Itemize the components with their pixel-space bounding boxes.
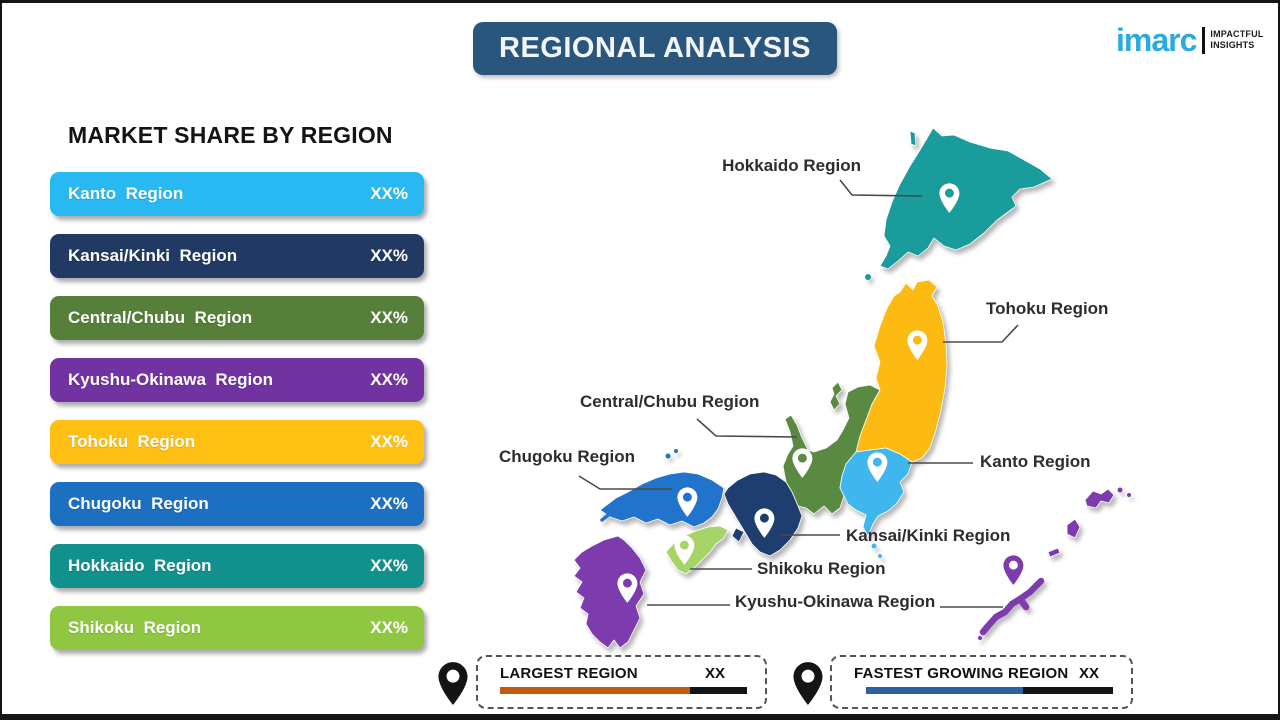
map-islet-hokkaido-1 — [909, 130, 917, 147]
share-value: XX% — [370, 432, 408, 451]
map-islet-amami-3 — [1127, 493, 1131, 497]
map-region-shikoku — [665, 525, 729, 575]
map-islet-sado — [829, 381, 843, 411]
share-value: XX% — [370, 184, 408, 203]
logo-divider — [1202, 26, 1206, 54]
largest-region-bar — [500, 687, 747, 694]
map-region-hokkaido — [879, 127, 1053, 270]
fastest-growing-label: FASTEST GROWING REGION — [854, 665, 1069, 682]
list-item-chugoku: Chugoku Region XX% — [50, 482, 424, 526]
map-islet-hokkaido-2 — [865, 274, 871, 280]
pin-okinawa-icon — [1003, 555, 1024, 585]
fastest-growing-value: XX — [1078, 665, 1099, 682]
map-region-chugoku — [599, 471, 725, 528]
map-label-central-chubu: Central/Chubu Region — [580, 392, 760, 411]
list-item-chubu: Central/Chubu Region XX% — [50, 296, 424, 340]
market-share-list: Kanto Region XX% Kansai/Kinki Region XX%… — [50, 172, 424, 668]
list-item-kanto: Kanto Region XX% — [50, 172, 424, 216]
map-label-kanto: Kanto Region — [980, 452, 1091, 471]
connector-tohoku — [943, 324, 1019, 343]
map-label-tohoku: Tohoku Region — [986, 299, 1109, 318]
japan-map — [573, 127, 1131, 668]
map-label-kansai-kinki: Kansai/Kinki Region — [846, 526, 1011, 545]
connector-chugoku — [578, 475, 672, 490]
share-value: XX% — [370, 494, 408, 513]
map-label-shikoku: Shikoku Region — [757, 559, 886, 578]
logo-tagline: IMPACTFUL INSIGHTS — [1210, 29, 1264, 50]
connector-chubu — [696, 418, 798, 438]
map-islet-oki-2 — [674, 449, 678, 453]
connector-hokkaido — [839, 179, 923, 197]
share-value: XX% — [370, 370, 408, 389]
map-region-okinawa-main — [979, 577, 1045, 636]
map-islet-izu-2 — [878, 554, 882, 558]
map-islet-oki-1 — [665, 453, 671, 459]
share-value: XX% — [370, 618, 408, 637]
list-item-tohoku: Tohoku Region XX% — [50, 420, 424, 464]
list-item-shikoku: Shikoku Region XX% — [50, 606, 424, 650]
map-islet-okinawa-2 — [978, 636, 982, 640]
map-label-kyushu-okinawa: Kyushu-Okinawa Region — [735, 592, 936, 611]
fastest-growing-bar — [866, 687, 1113, 694]
list-item-kansai: Kansai/Kinki Region XX% — [50, 234, 424, 278]
map-label-hokkaido: Hokkaido Region — [722, 156, 861, 175]
imarc-logo: imarc IMPACTFUL INSIGHTS — [1116, 24, 1264, 56]
logo-wordmark: imarc — [1116, 22, 1197, 58]
share-value: XX% — [370, 556, 408, 575]
list-item-hokkaido: Hokkaido Region XX% — [50, 544, 424, 588]
largest-region-pin-icon — [438, 662, 468, 705]
map-region-kanto — [839, 447, 913, 537]
map-islet-tokunoshima — [1066, 518, 1081, 539]
market-share-heading: MARKET SHARE BY REGION — [68, 122, 393, 148]
map-islet-amami-2 — [1117, 487, 1123, 493]
page-title: REGIONAL ANALYSIS — [499, 32, 811, 64]
map-islet-awaji — [731, 527, 745, 543]
map-region-tohoku — [855, 279, 948, 463]
page-title-banner: REGIONAL ANALYSIS — [473, 22, 837, 75]
list-item-kyushu: Kyushu-Okinawa Region XX% — [50, 358, 424, 402]
share-value: XX% — [370, 246, 408, 265]
share-value: XX% — [370, 308, 408, 327]
map-islet-izu-1 — [871, 543, 877, 549]
map-islet-tsushima — [600, 510, 614, 522]
map-region-kyushu — [573, 535, 647, 649]
largest-region-label: LARGEST REGION — [500, 665, 638, 682]
map-label-chugoku: Chugoku Region — [499, 447, 635, 466]
largest-region-value: XX — [704, 665, 725, 682]
fastest-growing-pin-icon — [793, 662, 823, 705]
fastest-growing-legend: FASTEST GROWING REGION XX — [830, 655, 1133, 709]
largest-region-legend: LARGEST REGION XX — [476, 655, 767, 709]
map-islet-amami — [1084, 488, 1115, 509]
map-islet-okinoerabu — [1047, 547, 1061, 558]
